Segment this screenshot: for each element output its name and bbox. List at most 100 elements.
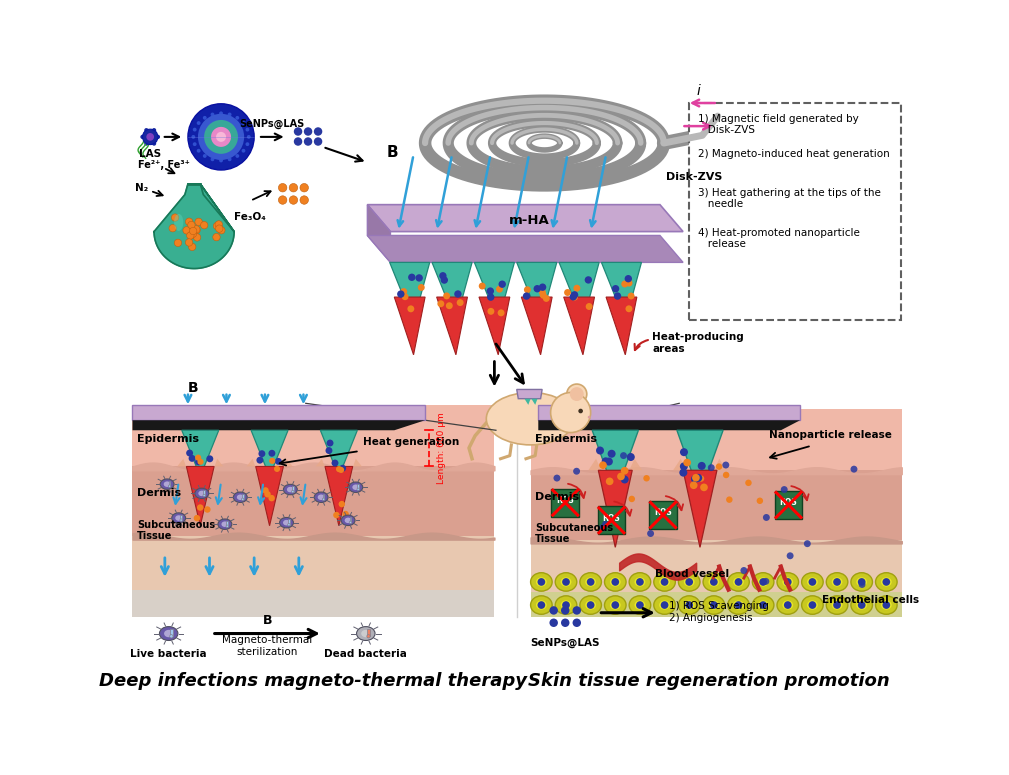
Circle shape [416,274,423,281]
Circle shape [195,455,201,460]
Circle shape [562,601,570,609]
Circle shape [607,449,615,458]
Circle shape [211,157,214,161]
Circle shape [626,305,633,312]
Circle shape [487,294,494,301]
Bar [132,536,494,590]
Circle shape [760,601,767,609]
Circle shape [587,601,594,609]
Circle shape [625,275,632,282]
Text: B: B [262,615,272,627]
Circle shape [228,157,231,161]
Text: ROS: ROS [654,508,672,517]
Circle shape [235,116,239,120]
Circle shape [539,289,546,296]
Circle shape [193,128,197,132]
Ellipse shape [536,601,547,610]
Circle shape [278,196,287,205]
Bar [323,494,325,499]
Polygon shape [187,467,214,525]
Ellipse shape [486,392,575,445]
Circle shape [562,578,570,586]
Text: Deep infections magneto-thermal therapy: Deep infections magneto-thermal therapy [100,671,528,690]
Text: Magneto-thermal
sterilization: Magneto-thermal sterilization [222,635,313,656]
Ellipse shape [604,573,626,591]
Circle shape [187,449,193,456]
Ellipse shape [753,573,774,591]
Circle shape [300,184,309,192]
Text: i: i [696,84,700,98]
Ellipse shape [555,596,577,615]
Circle shape [193,226,200,234]
Text: SeNPs@LAS: SeNPs@LAS [239,119,305,129]
Circle shape [572,606,581,615]
Circle shape [707,464,714,471]
Circle shape [629,496,635,502]
Ellipse shape [777,596,798,615]
Circle shape [496,286,502,293]
Circle shape [487,308,494,315]
Circle shape [186,218,193,226]
Text: Fe²⁺, Fe³⁺: Fe²⁺, Fe³⁺ [138,160,190,170]
Circle shape [698,475,704,482]
Circle shape [454,291,461,298]
Circle shape [571,294,578,301]
Circle shape [194,234,201,241]
Polygon shape [598,470,633,547]
Circle shape [203,154,207,158]
Polygon shape [367,236,683,263]
Circle shape [216,132,226,142]
Ellipse shape [345,518,351,523]
Bar [367,629,369,636]
Circle shape [697,462,705,470]
Polygon shape [588,459,643,501]
Ellipse shape [604,596,626,615]
Circle shape [523,292,530,300]
Bar [242,494,243,499]
Bar [531,592,902,617]
Ellipse shape [851,573,873,591]
Bar [531,470,902,539]
Circle shape [604,457,612,466]
Text: Epidermis: Epidermis [535,435,597,445]
Circle shape [189,455,196,462]
Circle shape [142,129,157,145]
Text: Dermis: Dermis [137,488,182,498]
Bar [649,501,677,529]
Circle shape [349,521,352,524]
Circle shape [524,286,531,293]
Circle shape [628,292,635,299]
Polygon shape [246,459,293,508]
Polygon shape [538,405,800,420]
Ellipse shape [703,573,724,591]
Polygon shape [525,398,531,405]
Circle shape [700,484,708,491]
Ellipse shape [727,573,750,591]
Circle shape [611,601,620,609]
Polygon shape [559,263,599,322]
Polygon shape [182,430,219,477]
Circle shape [211,112,214,116]
Circle shape [554,474,560,481]
Circle shape [680,448,688,456]
Circle shape [573,284,580,291]
Circle shape [726,497,733,503]
Circle shape [833,601,840,609]
Circle shape [294,127,303,136]
Circle shape [757,498,763,504]
Circle shape [235,154,239,158]
Polygon shape [389,263,430,322]
Circle shape [741,567,748,574]
Circle shape [851,466,858,473]
Circle shape [437,300,444,307]
Ellipse shape [801,596,823,615]
Polygon shape [132,405,425,420]
FancyBboxPatch shape [689,103,901,320]
Text: ROS: ROS [556,496,574,505]
Circle shape [478,283,485,290]
Polygon shape [178,459,223,508]
Circle shape [599,525,606,532]
Circle shape [596,446,604,454]
Circle shape [144,128,148,133]
Circle shape [685,578,693,586]
